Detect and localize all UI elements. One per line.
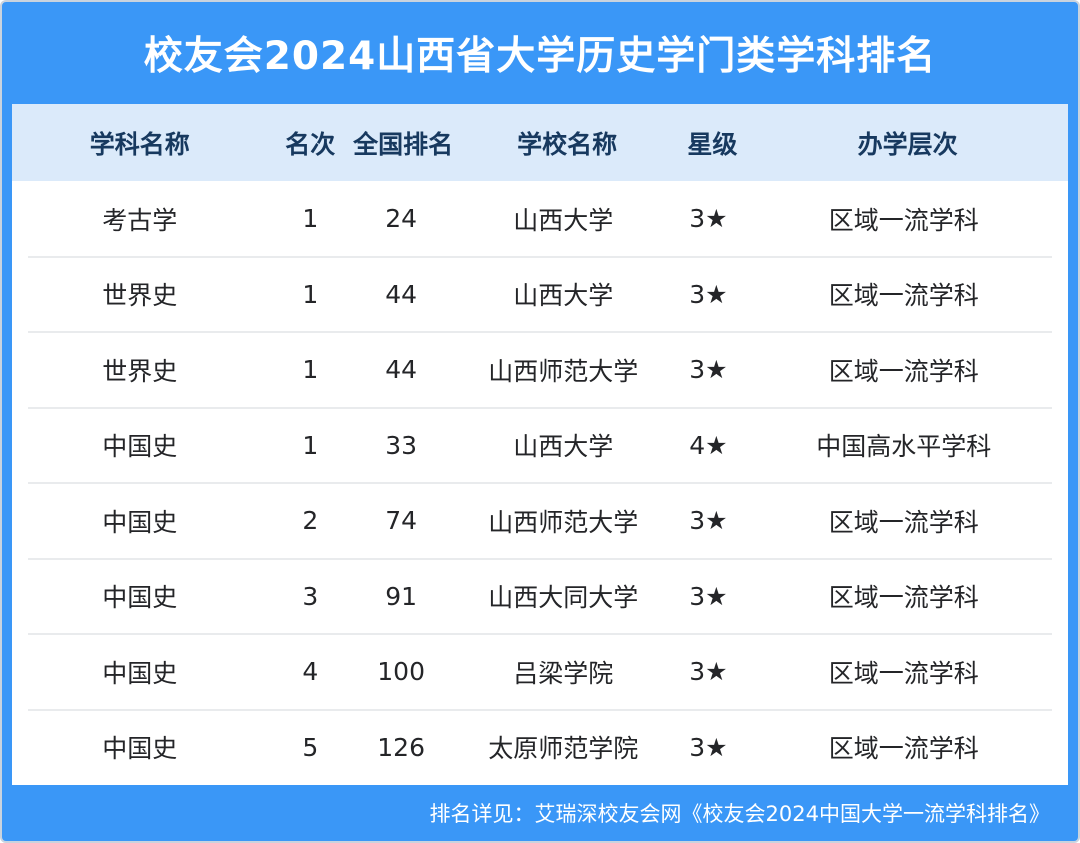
cell-school-tier: 区域一流学科 <box>828 205 979 235</box>
cell-subject: 考古学 <box>102 205 178 235</box>
cell-university: 山西师范大学 <box>488 356 639 386</box>
cell-national-rank: 74 <box>385 506 418 536</box>
cell-rank: 3 <box>302 581 319 611</box>
cell-national-rank: 24 <box>385 204 418 234</box>
ranking-table: 学科名称 名次 全国排名 学校名称 星级 办学层次 考古学 1 24 山西大学 … <box>12 104 1068 785</box>
cell-university: 山西大学 <box>513 281 614 311</box>
cell-national-rank: 44 <box>385 355 418 385</box>
cell-subject: 中国史 <box>102 583 178 613</box>
table-row: 中国史 1 33 山西大学 4★ 中国高水平学科 <box>12 406 1068 483</box>
column-header-national-rank: 全国排名 <box>353 129 454 159</box>
cell-star-level: 3★ <box>689 581 728 611</box>
title-banner: 校友会2024山西省大学历史学门类学科排名 <box>2 2 1078 104</box>
cell-subject: 中国史 <box>102 734 178 764</box>
cell-university: 山西大学 <box>513 205 614 235</box>
column-header-star-level: 星级 <box>687 129 738 159</box>
cell-school-tier: 区域一流学科 <box>828 356 979 386</box>
cell-star-level: 3★ <box>689 657 728 687</box>
cell-university: 山西大同大学 <box>488 583 639 613</box>
cell-rank: 1 <box>302 430 319 460</box>
cell-rank: 2 <box>302 506 319 536</box>
cell-rank: 5 <box>302 732 319 762</box>
cell-national-rank: 100 <box>377 657 425 687</box>
cell-star-level: 3★ <box>689 732 728 762</box>
cell-school-tier: 区域一流学科 <box>828 734 979 764</box>
cell-star-level: 4★ <box>689 430 728 460</box>
cell-subject: 世界史 <box>102 356 178 386</box>
cell-school-tier: 中国高水平学科 <box>816 432 992 462</box>
cell-national-rank: 33 <box>385 430 418 460</box>
cell-school-tier: 区域一流学科 <box>828 658 979 688</box>
cell-national-rank: 126 <box>377 732 425 762</box>
table-row: 中国史 2 74 山西师范大学 3★ 区域一流学科 <box>12 482 1068 559</box>
cell-school-tier: 区域一流学科 <box>828 281 979 311</box>
cell-university: 吕梁学院 <box>513 658 614 688</box>
cell-subject: 世界史 <box>102 281 178 311</box>
cell-university: 太原师范学院 <box>488 734 639 764</box>
cell-subject: 中国史 <box>102 658 178 688</box>
cell-star-level: 3★ <box>689 506 728 536</box>
cell-national-rank: 91 <box>385 581 418 611</box>
cell-rank: 1 <box>302 355 319 385</box>
table-row: 中国史 3 91 山西大同大学 3★ 区域一流学科 <box>12 557 1068 634</box>
cell-star-level: 3★ <box>689 279 728 309</box>
cell-school-tier: 区域一流学科 <box>828 507 979 537</box>
cell-star-level: 3★ <box>689 204 728 234</box>
table-header-row: 学科名称 名次 全国排名 学校名称 星级 办学层次 <box>12 104 1068 181</box>
column-header-rank: 名次 <box>285 129 336 159</box>
cell-national-rank: 44 <box>385 279 418 309</box>
cell-university: 山西师范大学 <box>488 507 639 537</box>
footer-bar: 排名详见：艾瑞深校友会网《校友会2024中国大学一流学科排名》 <box>2 785 1078 841</box>
table-row: 世界史 1 44 山西大学 3★ 区域一流学科 <box>12 255 1068 332</box>
cell-star-level: 3★ <box>689 355 728 385</box>
column-header-university: 学校名称 <box>517 129 618 159</box>
cell-school-tier: 区域一流学科 <box>828 583 979 613</box>
cell-subject: 中国史 <box>102 507 178 537</box>
cell-rank: 4 <box>302 657 319 687</box>
cell-rank: 1 <box>302 204 319 234</box>
cell-rank: 1 <box>302 279 319 309</box>
column-header-school-tier: 办学层次 <box>857 129 958 159</box>
table-row: 世界史 1 44 山西师范大学 3★ 区域一流学科 <box>12 331 1068 408</box>
cell-university: 山西大学 <box>513 432 614 462</box>
column-header-subject: 学科名称 <box>89 129 190 159</box>
table-row: 中国史 4 100 吕梁学院 3★ 区域一流学科 <box>12 633 1068 710</box>
page-title: 校友会2024山西省大学历史学门类学科排名 <box>143 34 937 79</box>
source-note: 排名详见：艾瑞深校友会网《校友会2024中国大学一流学科排名》 <box>429 802 1050 826</box>
cell-subject: 中国史 <box>102 432 178 462</box>
table-row: 考古学 1 24 山西大学 3★ 区域一流学科 <box>12 181 1068 257</box>
table-row: 中国史 5 126 太原师范学院 3★ 区域一流学科 <box>12 708 1068 785</box>
